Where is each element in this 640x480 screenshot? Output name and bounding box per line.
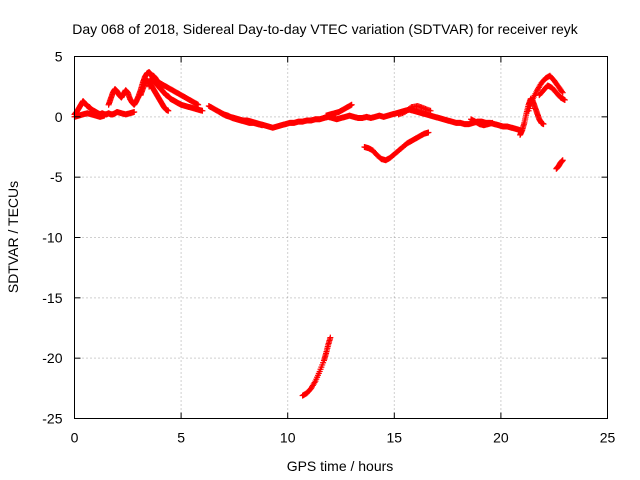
grid: [74, 56, 608, 419]
y-tick-label: -25: [42, 411, 62, 427]
chart-title: Day 068 of 2018, Sidereal Day-to-day VTE…: [72, 21, 578, 37]
data-point: [425, 129, 432, 136]
data-point: [195, 101, 202, 108]
y-tick-label: -20: [42, 350, 62, 366]
data-point: [559, 89, 566, 96]
data-point: [489, 119, 496, 126]
data-point: [561, 96, 568, 103]
data-point: [540, 121, 547, 128]
data-point: [199, 107, 206, 114]
x-tick-label: 15: [387, 430, 403, 446]
x-tick-label: 10: [280, 430, 296, 446]
y-tick-label: 5: [55, 49, 63, 65]
data-point: [101, 112, 108, 119]
data-point: [327, 334, 334, 341]
x-tick-label: 20: [493, 430, 509, 446]
data-series-reyk: [71, 69, 568, 399]
data-point: [427, 107, 434, 114]
y-tick-label: -15: [42, 290, 62, 306]
x-axis-label: GPS time / hours: [287, 458, 394, 474]
data-point: [165, 107, 172, 114]
data-point: [131, 109, 138, 116]
x-tick-label: 5: [177, 430, 185, 446]
y-tick-label: 0: [55, 109, 63, 125]
y-tick-label: -5: [50, 169, 63, 185]
y-tick-label: -10: [42, 230, 62, 246]
ticks: 0 5 10 15 20 25 5 0 -5 -10 -15 -20 -25: [42, 49, 615, 446]
data-point: [348, 101, 355, 108]
y-axis-label: SDTVAR / TECUs: [5, 181, 21, 293]
data-point: [259, 122, 266, 129]
x-tick-label: 25: [600, 430, 616, 446]
data-point: [558, 88, 565, 95]
data-point: [559, 157, 566, 164]
x-tick-label: 0: [71, 430, 79, 446]
